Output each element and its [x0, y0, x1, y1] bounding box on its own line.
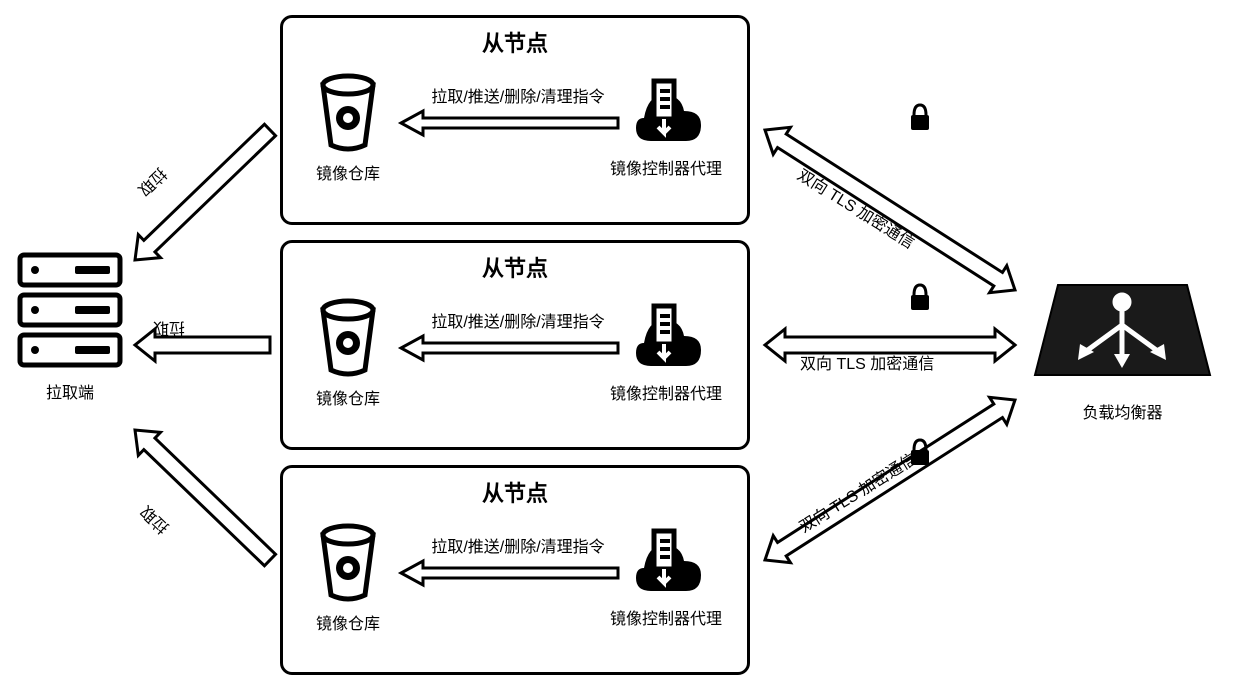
agent-label: 镜像控制器代理: [610, 155, 722, 179]
puller-client: 拉取端: [15, 250, 125, 403]
node-title: 从节点: [283, 26, 747, 58]
lb-label: 负载均衡器: [1030, 399, 1215, 423]
agent-icon: [626, 523, 706, 598]
repo-label: 镜像仓库: [313, 610, 383, 634]
bucket-icon: [313, 298, 383, 378]
server-stack-icon: [15, 250, 125, 370]
repo-label: 镜像仓库: [313, 160, 383, 184]
bucket-icon: [313, 523, 383, 603]
puller-label: 拉取端: [15, 379, 125, 403]
cmd-label: 拉取/推送/删除/清理指令: [408, 533, 628, 557]
lock-icon: [911, 105, 929, 130]
node-title: 从节点: [283, 476, 747, 508]
slave-node: 从节点 镜像仓库 镜像控制器代理 拉取/推送/删除/清理指令: [280, 240, 750, 450]
internal-arrow: [393, 333, 628, 363]
bucket-icon: [313, 73, 383, 153]
internal-arrow: [393, 558, 628, 588]
node-title: 从节点: [283, 251, 747, 283]
cmd-label: 拉取/推送/删除/清理指令: [408, 83, 628, 107]
slave-node: 从节点 镜像仓库 镜像控制器代理 拉取/推送/删除/清理指令: [280, 15, 750, 225]
load-balancer-icon: [1030, 270, 1215, 390]
lock-icon: [911, 285, 929, 310]
cmd-label: 拉取/推送/删除/清理指令: [408, 308, 628, 332]
load-balancer: 负载均衡器: [1030, 270, 1215, 423]
agent-icon: [626, 298, 706, 373]
pull-arrow-label: 拉取: [153, 318, 185, 342]
agent-label: 镜像控制器代理: [610, 380, 722, 404]
agent-label: 镜像控制器代理: [610, 605, 722, 629]
repo-label: 镜像仓库: [313, 385, 383, 409]
tls-arrow-label: 双向 TLS 加密通信: [800, 350, 934, 374]
internal-arrow: [393, 108, 628, 138]
agent-icon: [626, 73, 706, 148]
slave-node: 从节点 镜像仓库 镜像控制器代理 拉取/推送/删除/清理指令: [280, 465, 750, 675]
